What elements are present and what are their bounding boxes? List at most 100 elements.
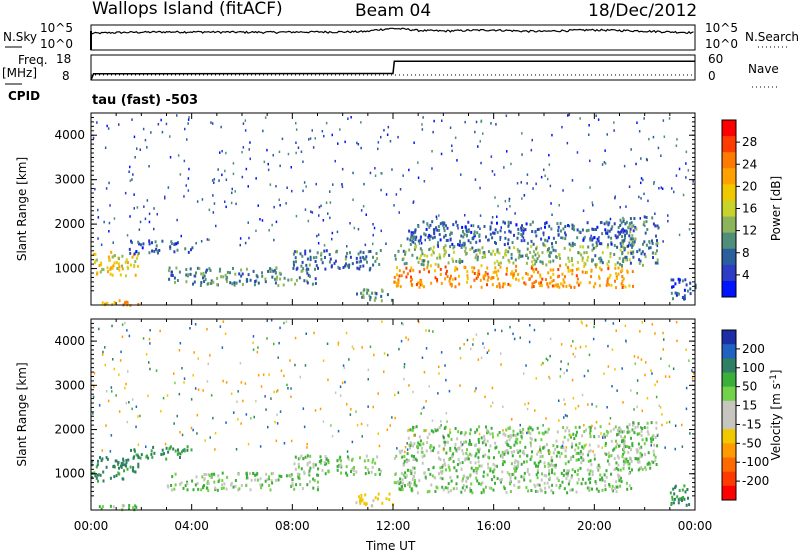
echo-cell	[492, 470, 495, 474]
echo-cell	[668, 420, 671, 424]
echo-cell	[513, 272, 516, 276]
colorbar-tick-label: 100	[742, 361, 765, 375]
echo-cell	[224, 200, 226, 203]
echo-cell	[647, 432, 650, 436]
echo-cell	[466, 277, 469, 281]
echo-cell	[225, 277, 228, 281]
echo-cell	[565, 472, 568, 476]
echo-cell	[567, 269, 570, 273]
echo-cell	[469, 452, 471, 456]
echo-cell	[233, 283, 236, 287]
echo-cell	[545, 474, 548, 478]
echo-cell	[356, 141, 358, 145]
echo-cell	[490, 404, 492, 408]
echo-cell	[681, 499, 683, 502]
rti-panel-bg-velocity	[91, 319, 695, 510]
echo-cell	[168, 266, 171, 270]
echo-cell	[465, 479, 468, 483]
echo-cell	[337, 343, 339, 346]
echo-cell	[446, 226, 449, 230]
echo-cell	[529, 426, 532, 430]
echo-cell	[420, 242, 423, 245]
echo-cell	[619, 428, 622, 432]
echo-cell	[636, 432, 639, 436]
echo-cell	[421, 407, 423, 411]
echo-cell	[636, 392, 638, 395]
echo-cell	[129, 465, 132, 469]
echo-cell	[414, 457, 417, 461]
echo-cell	[605, 469, 608, 473]
echo-cell	[618, 233, 621, 236]
echo-cell	[367, 368, 370, 372]
echo-cell	[622, 463, 625, 467]
echo-cell	[350, 408, 352, 411]
echo-cell	[687, 496, 689, 500]
echo-cell	[188, 167, 190, 171]
echo-cell	[489, 432, 492, 436]
echo-cell	[640, 177, 643, 180]
echo-cell	[274, 277, 276, 281]
echo-cell	[567, 482, 570, 486]
echo-cell	[222, 486, 225, 490]
echo-cell	[579, 450, 582, 454]
echo-cell	[133, 263, 136, 267]
echo-cell	[137, 443, 140, 446]
echo-cell	[295, 214, 298, 218]
echo-cell	[508, 246, 510, 249]
echo-cell	[471, 266, 474, 270]
echo-cell	[99, 473, 102, 477]
echo-cell	[508, 197, 511, 201]
echo-cell	[571, 179, 574, 182]
echo-cell	[466, 457, 469, 461]
echo-cell	[418, 320, 420, 324]
echo-cell	[303, 279, 306, 283]
echo-cell	[436, 217, 438, 220]
echo-cell	[483, 225, 486, 228]
echo-cell	[601, 476, 603, 480]
echo-cell	[432, 330, 434, 333]
echo-cell	[402, 463, 405, 467]
echo-cell	[172, 447, 175, 451]
echo-cell	[532, 263, 534, 267]
echo-cell	[483, 346, 486, 349]
echo-cell	[494, 481, 496, 485]
echo-cell	[670, 278, 673, 282]
echo-cell	[133, 135, 136, 139]
echo-cell	[533, 270, 535, 274]
echo-cell	[277, 389, 279, 392]
echo-cell	[646, 421, 649, 425]
echo-cell	[475, 466, 477, 470]
echo-cell	[198, 267, 201, 270]
echo-cell	[470, 230, 473, 234]
echo-cell	[423, 267, 426, 271]
echo-cell	[125, 458, 128, 462]
echo-cell	[181, 367, 183, 370]
echo-cell	[117, 262, 120, 266]
echo-cell	[372, 263, 375, 267]
echo-cell	[409, 243, 412, 246]
echo-cell	[581, 457, 584, 461]
echo-cell	[164, 197, 166, 200]
echo-cell	[235, 202, 237, 206]
echo-cell	[588, 133, 590, 136]
echo-cell	[199, 284, 202, 287]
echo-cell	[339, 463, 342, 467]
echo-cell	[496, 285, 498, 288]
echo-cell	[502, 432, 505, 436]
echo-cell	[588, 472, 591, 476]
echo-layer-power	[92, 114, 697, 307]
echo-cell	[293, 487, 296, 491]
echo-cell	[300, 454, 303, 458]
echo-cell	[460, 490, 463, 494]
echo-cell	[326, 342, 329, 345]
echo-cell	[283, 321, 285, 325]
echo-cell	[525, 486, 528, 489]
echo-cell	[205, 268, 208, 272]
echo-cell	[352, 347, 355, 350]
echo-cell	[233, 281, 236, 285]
echo-cell	[443, 462, 446, 466]
echo-cell	[536, 257, 539, 261]
echo-cell	[303, 470, 306, 474]
echo-cell	[529, 479, 532, 483]
echo-cell	[608, 422, 611, 425]
